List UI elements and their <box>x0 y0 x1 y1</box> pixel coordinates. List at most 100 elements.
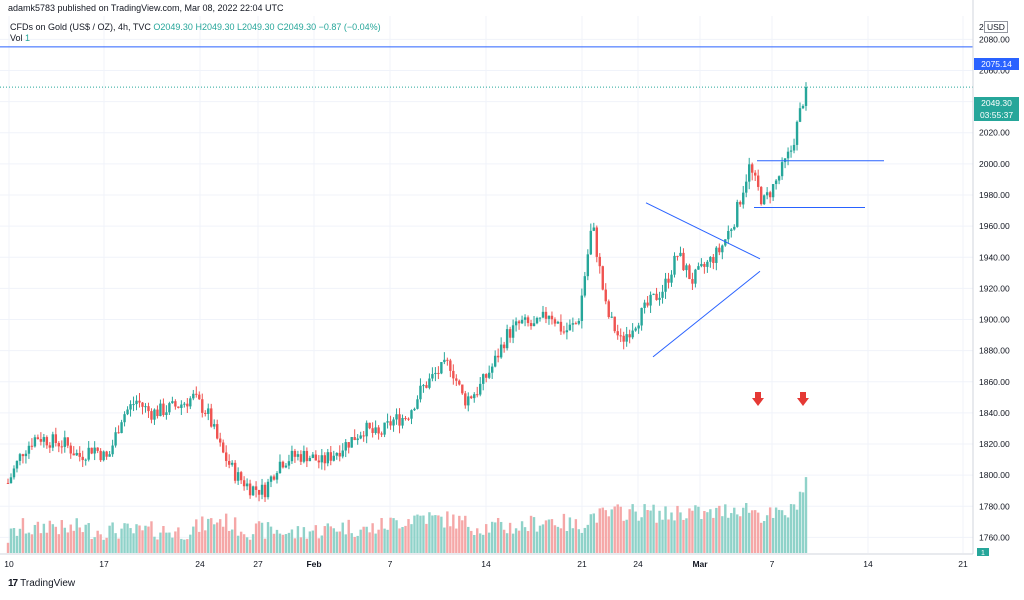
candle-body <box>207 408 210 414</box>
price-tick-label: 2080.00 <box>979 34 1010 44</box>
currency-selector[interactable]: USD <box>984 21 1008 33</box>
time-tick-label: 21 <box>958 559 968 569</box>
price-axis[interactable]: 2080.002060.002040.002020.002000.001980.… <box>972 0 1010 557</box>
tradingview-brand[interactable]: 17 TradingView <box>8 578 75 589</box>
candle-body <box>72 453 75 456</box>
volume-bar <box>75 518 78 553</box>
candle-body <box>625 334 628 342</box>
candle-body <box>774 180 778 185</box>
candle-body <box>383 422 386 435</box>
candle-body <box>751 164 754 173</box>
candle-body <box>780 162 784 177</box>
time-axis[interactable]: 10 17 24 27 Feb 7 14 21 24 Mar 7 14 21 <box>0 553 973 569</box>
volume-bar <box>640 517 643 553</box>
candle-body <box>198 394 201 400</box>
candle-body <box>248 483 252 496</box>
time-tick-label: 14 <box>863 559 873 569</box>
volume-bar <box>499 521 503 553</box>
volume-bar <box>150 521 153 553</box>
candle-body <box>733 226 736 230</box>
volume-bar <box>625 519 628 553</box>
candle-body <box>278 461 282 474</box>
candle-body <box>398 414 401 426</box>
volume-bar <box>27 532 31 553</box>
volume-bar <box>592 513 595 553</box>
volume-bar <box>227 530 231 553</box>
volume-bar <box>479 533 482 553</box>
candle-body <box>718 247 721 253</box>
volume-legend[interactable]: Vol 1 <box>10 33 30 43</box>
volume-bar <box>248 539 252 553</box>
candle-body <box>177 406 180 408</box>
volume-bar <box>368 532 371 553</box>
volume-bar <box>353 536 356 553</box>
volume-bar <box>709 509 712 553</box>
volume-bar <box>81 532 84 553</box>
volume-bar <box>467 526 470 553</box>
candle-body <box>700 263 703 267</box>
candle-body <box>224 452 228 461</box>
volume-bar <box>344 534 347 553</box>
volume-bar <box>505 533 509 553</box>
candle-body <box>440 362 443 374</box>
candle-body <box>419 385 422 400</box>
candle-body <box>511 325 515 338</box>
symbol-legend[interactable]: CFDs on Gold (US$ / OZ), 4h, TVC O2049.3… <box>10 22 381 32</box>
candle-body <box>84 459 87 461</box>
volume-bar <box>613 506 616 553</box>
candle-body <box>12 468 16 478</box>
candle-body <box>446 359 449 361</box>
candle-body <box>467 396 470 406</box>
volume-bar <box>332 528 335 553</box>
candle-body <box>210 408 213 427</box>
volume-bar <box>305 538 309 553</box>
candle-body <box>476 394 479 396</box>
volume-bar <box>804 477 808 553</box>
volume-bar <box>189 534 192 553</box>
volume-bar <box>589 514 593 553</box>
volume-bar <box>362 526 365 553</box>
candle-body <box>458 380 461 385</box>
candle-body <box>610 316 613 318</box>
volume-bar <box>374 533 377 553</box>
candle-body <box>413 408 416 411</box>
candle-body <box>314 454 318 461</box>
candle-body <box>574 323 578 325</box>
volume-bar <box>736 514 739 553</box>
candle-body <box>117 432 120 434</box>
volume-bar <box>691 510 694 553</box>
candle-body <box>305 450 309 462</box>
volume-bar <box>685 518 688 553</box>
volume-bar <box>619 506 622 553</box>
volume-bar <box>443 527 446 553</box>
candle-body <box>9 477 13 484</box>
candle-body <box>126 409 129 415</box>
volume-bar <box>607 516 610 553</box>
volume-bar <box>795 509 799 553</box>
price-tick-label: 1840.00 <box>979 408 1010 418</box>
volume-bar <box>425 523 428 553</box>
volume-bar <box>745 503 748 553</box>
candle-body <box>431 374 434 379</box>
candle-body <box>694 269 697 284</box>
time-tick-label: 24 <box>633 559 643 569</box>
candle-body <box>553 319 557 324</box>
candle-body <box>613 316 616 332</box>
candle-body <box>748 164 751 182</box>
volume-bar <box>676 505 679 553</box>
candle-body <box>452 370 455 379</box>
candle-body <box>559 321 563 332</box>
volume-bar <box>753 510 757 553</box>
candle-body <box>628 334 631 338</box>
volume-bar <box>461 520 464 553</box>
candle-body <box>287 461 291 466</box>
candle-body <box>30 445 34 447</box>
volume-bar <box>293 538 297 553</box>
volume-bar <box>562 513 566 553</box>
candle-body <box>48 445 52 448</box>
time-tick-label: Feb <box>306 559 321 569</box>
drawings[interactable] <box>0 46 973 406</box>
volume-bar <box>583 527 587 553</box>
